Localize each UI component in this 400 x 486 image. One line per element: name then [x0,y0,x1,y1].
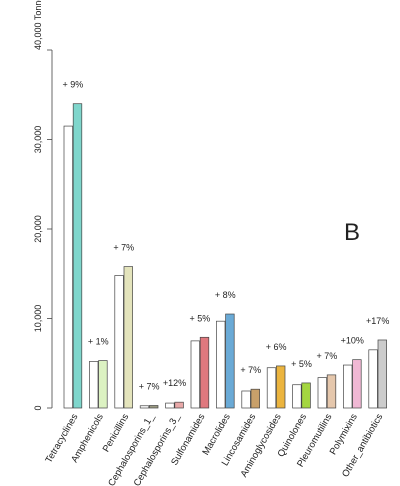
change-label: +10% [341,336,364,346]
bar-macrolides-previous [216,320,226,409]
change-label: +17% [366,316,389,326]
bar-aminoglycosides-previous [266,367,277,409]
bar-cephalosporins3-current [174,401,184,409]
change-label: + 5% [190,313,211,323]
change-label: + 6% [266,342,287,352]
panel-letter: B [344,219,360,246]
bar-tetracyclines-current [72,103,83,409]
change-label: + 7% [139,381,160,391]
change-label: +12% [163,378,186,388]
bar-polymixins-previous [343,364,353,409]
change-label: + 7% [317,351,338,361]
bar-cephalosporins1-current [149,405,159,409]
bar-sulfonamides-current [199,336,210,409]
bar-sulfonamides-previous [190,340,200,409]
y-tick-label: 30,000 [33,126,43,154]
bar-pleuromutilins-current [326,374,337,409]
bar-penicillins-current [123,266,133,409]
change-label: + 9% [63,80,84,90]
bar-tetracyclines-previous [63,125,73,409]
bar-aminoglycosides-current [276,365,286,409]
labels: + 9%Tetracyclines+ 1%Amphenicols+ 7%Peni… [44,80,390,486]
bar-quinolones-previous [292,384,302,409]
change-label: + 7% [113,243,134,253]
bar-amphenicols-previous [89,361,99,409]
bar-lincosamides-previous [241,390,251,409]
bar-pleuromutilins-previous [317,377,327,409]
y-tick-label: 0 [33,405,43,410]
bar-lincosamides-current [250,388,260,409]
bar-cephalosporins1-previous [139,405,150,409]
bar-cephalosporins3-previous [165,402,175,409]
category-label: Cephalosporins_3_ [132,411,183,486]
bar-quinolones-current [301,382,311,409]
y-axis: 0 10,000 20,000 30,000 [33,49,53,411]
change-label: + 7% [240,365,261,375]
y-tick-label: 10,000 [33,305,43,333]
change-label: + 5% [291,359,312,369]
y-tick-label: 20,000 [33,215,43,243]
bar-amphenicols-current [98,360,108,409]
bars [63,103,387,409]
bar-otherantibiotics-current [377,339,387,409]
change-label: + 8% [215,290,236,300]
bar-otherantibiotics-previous [368,349,378,409]
bar-penicillins-previous [114,275,124,409]
bar-polymixins-current [352,359,362,409]
bar-macrolides-current [225,313,235,409]
y-axis-unit-label: 40,000 Tonnes [33,0,43,50]
category-label: Cephalosporins_1_ [106,411,157,486]
change-label: + 1% [88,337,109,347]
